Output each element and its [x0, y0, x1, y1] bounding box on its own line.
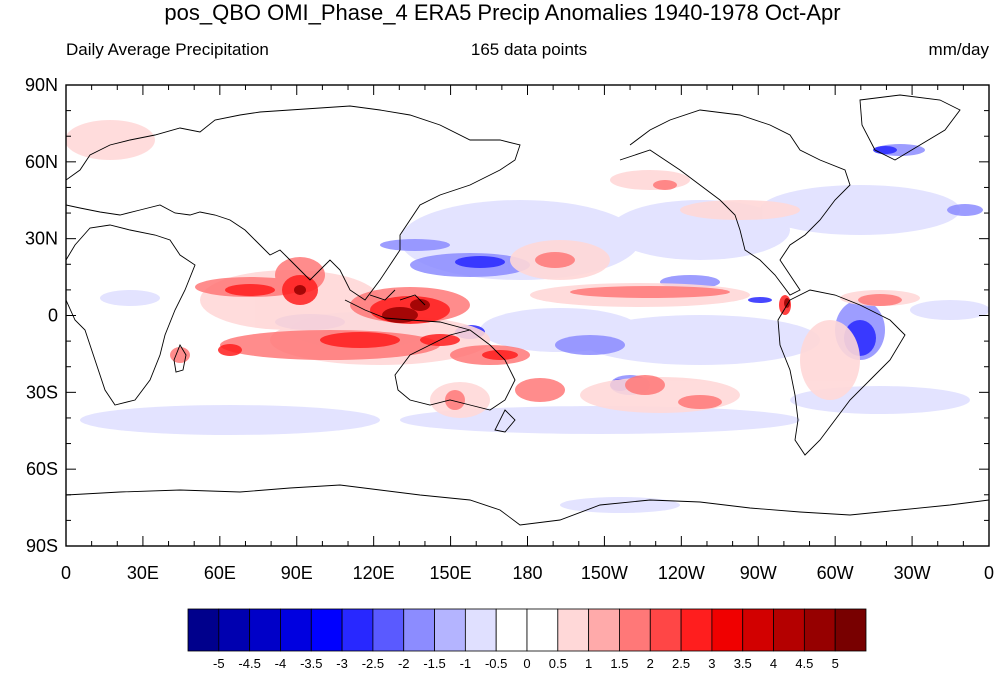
- lon-label: 150E: [430, 563, 472, 583]
- subtitle-right: mm/day: [928, 40, 989, 59]
- colorbar-labels: -5 -4.5 -4 -3.5 -3 -2.5 -2 -1.5 -1 -0.5 0 0.5 1 1.5 2 2…: [213, 656, 839, 671]
- colorbar-box: [280, 608, 312, 652]
- colorbar-label: 3.5: [734, 656, 752, 671]
- lon-label: 150W: [581, 563, 628, 583]
- colorbar-label: -0.5: [485, 656, 507, 671]
- plot-title: pos_QBO OMI_Phase_4 ERA5 Precip Anomalie…: [164, 0, 841, 25]
- colorbar-label: -2.5: [362, 656, 384, 671]
- coast-greenland: [859, 94, 961, 161]
- colorbar-label: 0: [523, 656, 530, 671]
- colorbar-box: [649, 608, 682, 652]
- lon-label: 120W: [658, 563, 705, 583]
- coast-europe-asia: [66, 105, 521, 301]
- colorbar-box: [495, 608, 528, 652]
- lat-label: 60S: [26, 459, 58, 479]
- colorbar-label: 2.5: [672, 656, 690, 671]
- colorbar-box: [588, 608, 620, 652]
- colorbar-label: 3: [708, 656, 715, 671]
- precip-anomaly-field: [66, 120, 989, 513]
- lat-label: 90N: [25, 75, 58, 95]
- colorbar-box: [434, 608, 466, 652]
- colorbar-label: -2: [398, 656, 410, 671]
- colorbar-box: [773, 608, 805, 652]
- latitude-ticks: [66, 84, 989, 547]
- coast-madagascar: [173, 343, 187, 373]
- colorbar-label: -4.5: [238, 656, 260, 671]
- colorbar-box: [526, 608, 559, 652]
- lon-label: 0: [61, 563, 71, 583]
- coast-indonesia: [344, 289, 471, 331]
- coastlines: [66, 94, 989, 526]
- colorbar-label: 0.5: [549, 656, 567, 671]
- lon-label: 30E: [127, 563, 159, 583]
- colorbar-box: [557, 608, 590, 652]
- lon-label: 60E: [204, 563, 236, 583]
- colorbar: [187, 608, 867, 652]
- colorbar-box: [218, 608, 251, 652]
- colorbar-box: [310, 608, 343, 652]
- lat-label: 30S: [26, 382, 58, 402]
- colorbar-label: -4: [275, 656, 287, 671]
- subtitle-center: 165 data points: [470, 40, 588, 59]
- colorbar-label: 1: [585, 656, 592, 671]
- coast-antarctica: [66, 484, 989, 526]
- lon-label: 90W: [740, 563, 777, 583]
- colorbar-box: [249, 608, 281, 652]
- lon-label: 30W: [894, 563, 931, 583]
- coast-south-america: [777, 289, 906, 456]
- coast-africa: [66, 224, 196, 406]
- coast-new-zealand: [494, 409, 516, 433]
- colorbar-label: 5: [832, 656, 839, 671]
- lon-label: 90E: [281, 563, 313, 583]
- colorbar-box: [803, 608, 836, 652]
- lon-label: 0: [984, 563, 994, 583]
- colorbar-box: [680, 608, 713, 652]
- coast-australia: [394, 329, 516, 411]
- colorbar-label: -1.5: [423, 656, 445, 671]
- colorbar-box: [187, 608, 220, 652]
- colorbar-label: -3.5: [300, 656, 322, 671]
- lat-label: 90S: [26, 536, 58, 556]
- colorbar-label: 4: [770, 656, 777, 671]
- colorbar-box: [403, 608, 435, 652]
- colorbar-label: -1: [460, 656, 472, 671]
- lat-label: 30N: [25, 229, 58, 249]
- colorbar-box: [711, 608, 744, 652]
- subtitle-left: Daily Average Precipitation: [66, 40, 269, 59]
- lat-label: 60N: [25, 152, 58, 172]
- lat-label: 0: [48, 306, 58, 326]
- coast-north-america: [619, 109, 851, 296]
- longitude-ticks: [65, 85, 990, 546]
- longitude-labels: 0 30E 60E 90E 120E 150E 180 150W 120W 90W 60W 30W 0: [61, 563, 994, 583]
- colorbar-label: 2: [647, 656, 654, 671]
- positive-anomaly-darkest: [294, 285, 790, 323]
- colorbar-label: 4.5: [795, 656, 813, 671]
- colorbar-label: -5: [213, 656, 225, 671]
- colorbar-box: [834, 608, 867, 652]
- lon-label: 60W: [817, 563, 854, 583]
- colorbar-box: [464, 608, 497, 652]
- colorbar-label: 1.5: [610, 656, 628, 671]
- colorbar-box: [619, 608, 651, 652]
- colorbar-label: -3: [336, 656, 348, 671]
- latitude-labels: 90N 60N 30N 0 30S 60S 90S: [25, 75, 58, 556]
- colorbar-box: [742, 608, 774, 652]
- lon-label: 180: [512, 563, 542, 583]
- lon-label: 120E: [353, 563, 395, 583]
- colorbar-box: [372, 608, 405, 652]
- colorbar-box: [341, 608, 374, 652]
